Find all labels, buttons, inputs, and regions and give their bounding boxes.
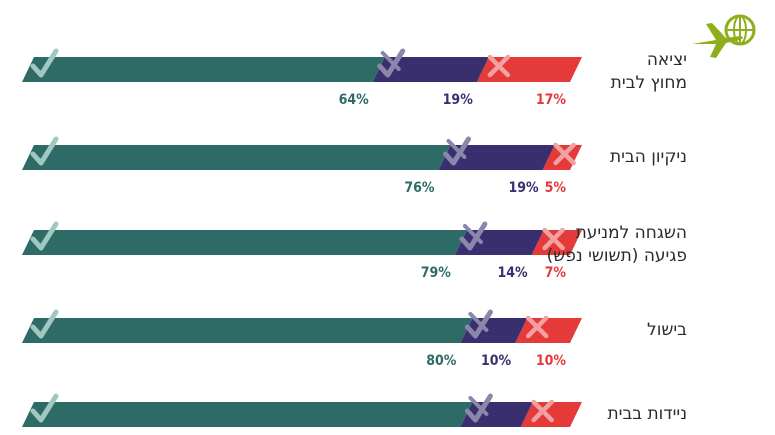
value-label-no: 5% <box>545 180 567 196</box>
category-label-line: מחוץ לבית <box>610 72 687 93</box>
category-label-line: יציאה <box>646 49 687 70</box>
value-label-partial: 19% <box>443 92 474 108</box>
value-label-partial: 19% <box>508 180 539 196</box>
partial-icon <box>464 309 493 339</box>
value-label-yes: 76% <box>404 180 435 196</box>
category-label: ניידות בבית <box>487 403 687 426</box>
partial-icon <box>464 393 493 423</box>
x-icon <box>531 399 554 423</box>
x-icon <box>525 315 549 339</box>
category-label-line: פגיעה (תשושי נפש) <box>546 245 687 266</box>
category-label-line: ניקיון הבית <box>609 147 687 167</box>
partial-icon <box>377 48 406 78</box>
value-label-no: 10% <box>536 353 567 369</box>
airplane-globe-icon <box>692 14 756 58</box>
bar-segment-yes <box>22 230 467 255</box>
bar-segment-yes <box>22 318 473 343</box>
bar-segment-yes <box>22 145 451 170</box>
check-icon <box>30 136 59 166</box>
bar-segment-yes <box>22 57 385 82</box>
category-label: השגחה למניעת פגיעה (תשושי נפש) <box>487 222 687 268</box>
partial-icon <box>442 136 471 166</box>
check-icon <box>30 393 59 423</box>
value-label-partial: 10% <box>481 353 512 369</box>
check-icon <box>30 48 59 78</box>
category-label-line: ניידות בבית <box>607 404 687 424</box>
value-label-no: 17% <box>536 92 567 108</box>
check-icon <box>30 309 59 339</box>
value-label-partial: 14% <box>497 265 528 281</box>
partial-icon <box>459 221 488 251</box>
category-label-line: בישול <box>647 320 687 340</box>
check-icon <box>30 221 59 251</box>
x-icon <box>553 142 576 166</box>
category-label: בישול <box>487 319 687 342</box>
bar-segment-yes <box>22 402 473 427</box>
category-label: ניקיון הבית <box>487 146 687 169</box>
category-label-line: השגחה למניעת <box>575 222 687 243</box>
x-icon <box>542 227 565 251</box>
bar-segment-partial <box>372 57 489 82</box>
value-label-yes: 64% <box>339 92 370 108</box>
x-icon <box>487 54 511 78</box>
value-label-yes: 80% <box>426 353 457 369</box>
bar-segment-partial <box>438 145 555 170</box>
value-label-no: 7% <box>545 265 567 281</box>
value-label-yes: 79% <box>421 265 452 281</box>
category-label: יציאה מחוץ לבית <box>487 49 687 95</box>
